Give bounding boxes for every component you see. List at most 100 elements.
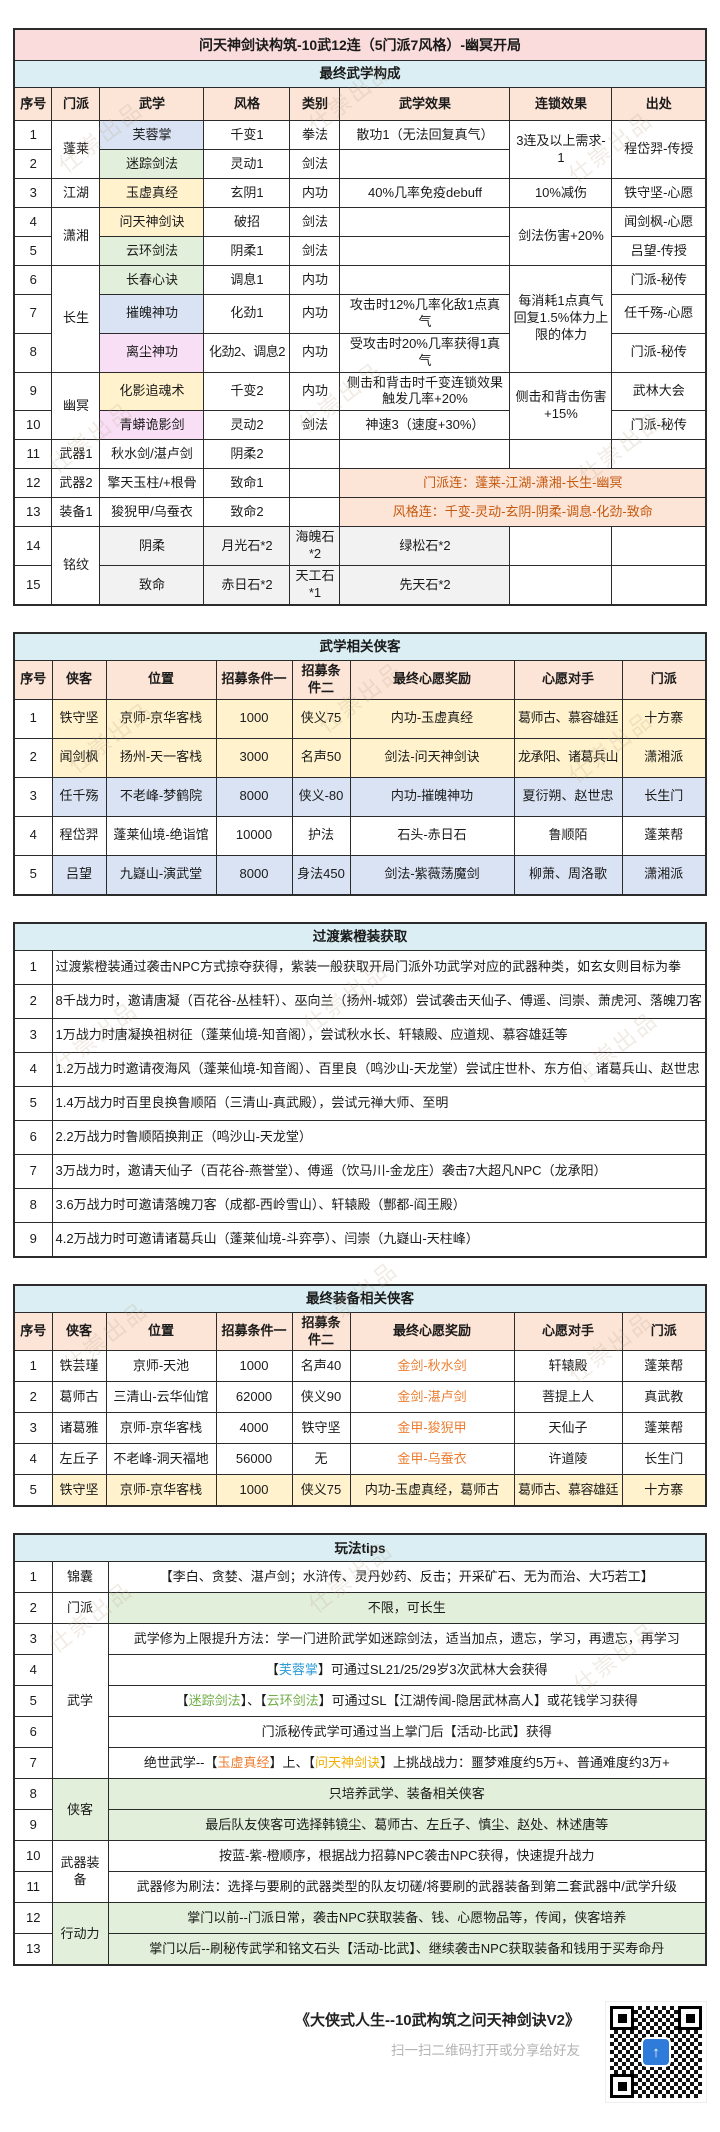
cell: 江湖 <box>51 178 101 208</box>
cell: 侠义75 <box>291 698 351 739</box>
cell: 2 <box>13 1381 53 1414</box>
cell: 鲁顺陌 <box>513 815 623 856</box>
cell: 致命 <box>99 565 205 606</box>
cell: 1000 <box>215 1474 293 1507</box>
cell: 蓬莱帮 <box>621 1350 707 1383</box>
text-segment: 】可通过SL21/25/29岁3次武林大会获得 <box>317 1662 548 1678</box>
cell: 9 <box>13 1809 53 1842</box>
footer-subtitle: 扫一扫二维码打开或分享给好友 <box>391 2042 580 2058</box>
cell <box>611 439 707 470</box>
table-row: 8 3.6万战力时可邀请落魄刀客（成都-西岭雪山）、轩辕殿（酆都-阎王殿） <box>13 1187 707 1223</box>
cell: 致命2 <box>203 497 291 528</box>
cell: 九嶷山-演武堂 <box>105 854 217 896</box>
cell: 5 <box>13 1474 53 1507</box>
martial-heroes-table: 武学相关侠客 序号 侠客 位置 招募条件一 招募条件二 最终心愿奖励 心愿对手 … <box>13 631 707 896</box>
cell: 3.6万战力时可邀请落魄刀客（成都-西岭雪山）、轩辕殿（酆都-阎王殿） <box>51 1187 707 1223</box>
cell: 阴柔2 <box>203 439 291 470</box>
col-header: 序号 <box>13 1311 53 1352</box>
cell: 任千殇 <box>51 776 107 817</box>
tips-table: 玩法tips 1 锦囊 【李白、贪婪、湛卢剑；水浒传、灵丹妙药、反击；开采矿石、… <box>13 1533 707 1967</box>
table-row: 过渡紫橙装获取 <box>13 922 707 951</box>
col-header: 最终心愿奖励 <box>349 659 515 700</box>
qr-finder-icon <box>610 2074 634 2099</box>
cell: 吕望 <box>51 854 107 896</box>
cell: 4 <box>13 1051 53 1087</box>
cell: 天工石*1 <box>289 565 341 606</box>
group-label: 侠客 <box>51 1778 109 1842</box>
cell: 护法 <box>291 815 351 856</box>
cell: 6 <box>13 1119 53 1155</box>
cell: 剑法 <box>289 410 341 441</box>
table-row: 4 【芙蓉掌】可通过SL21/25/29岁3次武林大会获得 <box>13 1654 707 1687</box>
cell: 海魄石*2 <box>289 526 341 567</box>
cell: 名声40 <box>291 1350 351 1383</box>
cell: 铁守坚 <box>291 1412 351 1445</box>
cell: 武器1 <box>51 439 101 470</box>
col-header: 侠客 <box>51 659 107 700</box>
cell: 10%减伤 <box>509 178 613 208</box>
col-header: 门派 <box>51 87 101 121</box>
cell: 9 <box>13 371 53 412</box>
col-header: 序号 <box>13 659 53 700</box>
cell: 内功-摧魄神功 <box>349 776 515 817</box>
cell: 左丘子 <box>51 1443 107 1476</box>
table-row: 2 迷踪剑法 灵动1 剑法 <box>13 149 706 179</box>
cell: 8000 <box>215 854 293 896</box>
col-header: 序号 <box>13 87 53 121</box>
cell: 门派-秘传 <box>611 332 707 373</box>
cell: 40%几率免疫debuff <box>339 178 511 208</box>
cell: 门派秘传武学可通过当上掌门后【活动-比武】获得 <box>107 1716 707 1749</box>
cell: 【芙蓉掌】可通过SL21/25/29岁3次武林大会获得 <box>107 1654 707 1687</box>
col-header: 招募条件一 <box>215 1311 293 1352</box>
cell <box>509 439 613 470</box>
cell: 柳萧、周洛歌 <box>513 854 623 896</box>
skill-name-wentianshen: 问天神剑诀 <box>315 1755 381 1771</box>
table-row: 武学相关侠客 <box>13 632 707 661</box>
qr-finder-icon <box>678 2006 702 2031</box>
cell-reward: 金剑-秋水剑 <box>349 1350 515 1383</box>
cell: 化劲1 <box>203 294 291 334</box>
cell: 闻剑枫 <box>51 737 107 778</box>
table-row: 1 过渡紫橙装通过袭击NPC方式掠夺获得，紫装一般获取开局门派外功武学对应的武器种… <box>13 949 707 985</box>
table-row: 6 2.2万战力时鲁顺陌换荆正（鸣沙山-天龙堂） <box>13 1119 707 1155</box>
table-row: 5 【迷踪剑法】、【云环剑法】可通过SL【江湖传闻-隐居武林高人】或花钱学习获得 <box>13 1685 707 1718</box>
table-row: 6 门派秘传武学可通过当上掌门后【活动-比武】获得 <box>13 1716 707 1749</box>
cell: 8千战力时，邀请唐凝（百花谷-丛桂轩）、巫向兰（扬州-城郊）尝试袭击天仙子、傅遥… <box>51 983 707 1019</box>
cell: 侠义-80 <box>291 776 351 817</box>
cell: 灵动2 <box>203 410 291 441</box>
cell: 侠义90 <box>291 1381 351 1414</box>
cell: 【迷踪剑法】、【云环剑法】可通过SL【江湖传闻-隐居武林高人】或花钱学习获得 <box>107 1685 707 1718</box>
cell: 三清山-云华仙馆 <box>105 1381 217 1414</box>
cell: 掌门以前--门派日常，袭击NPC获取装备、钱、心愿物品等，传闻，侠客培养 <box>107 1902 707 1935</box>
table-row: 9 最后队友侠客可选择韩镜尘、葛师古、左丘子、慎尘、赵处、林述唐等 <box>13 1809 707 1842</box>
col-header: 心愿对手 <box>513 1311 623 1352</box>
cell: 菩提上人 <box>513 1381 623 1414</box>
cell: 无 <box>291 1443 351 1476</box>
cell: 1000 <box>215 1350 293 1383</box>
final-gear-heroes-table: 最终装备相关侠客 序号 侠客 位置 招募条件一 招募条件二 最终心愿奖励 心愿对… <box>13 1283 707 1508</box>
cell: 1 <box>13 1561 53 1594</box>
cell-reward: 金剑-湛卢剑 <box>349 1381 515 1414</box>
table-row: 7 摧魄神功 化劲1 内功 攻击时12%几率化敌1点真气 任千殇-心愿 <box>13 294 707 334</box>
transition-gear-table: 过渡紫橙装获取 1 过渡紫橙装通过袭击NPC方式掠夺获得，紫装一般获取开局门派外功… <box>13 921 707 1258</box>
table-row: 2 闻剑枫 扬州-天一客栈 3000 名声50 剑法-问天神剑诀 龙承阳、诸葛兵… <box>13 737 707 778</box>
cell: 10 <box>13 1840 53 1873</box>
cell: 过渡紫橙装通过袭击NPC方式掠夺获得，紫装一般获取开局门派外功武学对应的武器种类… <box>51 949 707 985</box>
cell <box>339 265 511 295</box>
text-segment: 】上、【 <box>269 1755 316 1771</box>
cell: 内功 <box>289 265 341 295</box>
cell: 夏衍朔、赵世忠 <box>513 776 623 817</box>
cell <box>611 526 707 567</box>
cell: 门派-秘传 <box>611 410 707 441</box>
table-row: 12 武器2 擎天玉柱/+根骨 致命1 门派连：蓬莱-江湖-潇湘-长生-幽冥 <box>13 468 707 499</box>
table-row: 11 武器1 秋水剑/湛卢剑 阴柔2 <box>13 439 707 470</box>
cell: 石头-赤日石 <box>349 815 515 856</box>
cell: 潇湘派 <box>621 737 707 778</box>
table-row: 3 江湖 玉虚真经 玄阴1 内功 40%几率免疫debuff 10%减伤 铁守坚… <box>13 178 707 208</box>
cell: 调息1 <box>203 265 291 295</box>
cell: 长生门 <box>621 776 707 817</box>
qr-logo-icon: ↑ <box>641 2037 671 2068</box>
skill-name-yuxuzhenjing: 玉虚真经 <box>217 1755 270 1771</box>
cell: 4.2万战力时可邀请诸葛兵山（蓬莱仙境-斗弈亭）、闫崇（九嶷山-天柱峰） <box>51 1221 707 1258</box>
